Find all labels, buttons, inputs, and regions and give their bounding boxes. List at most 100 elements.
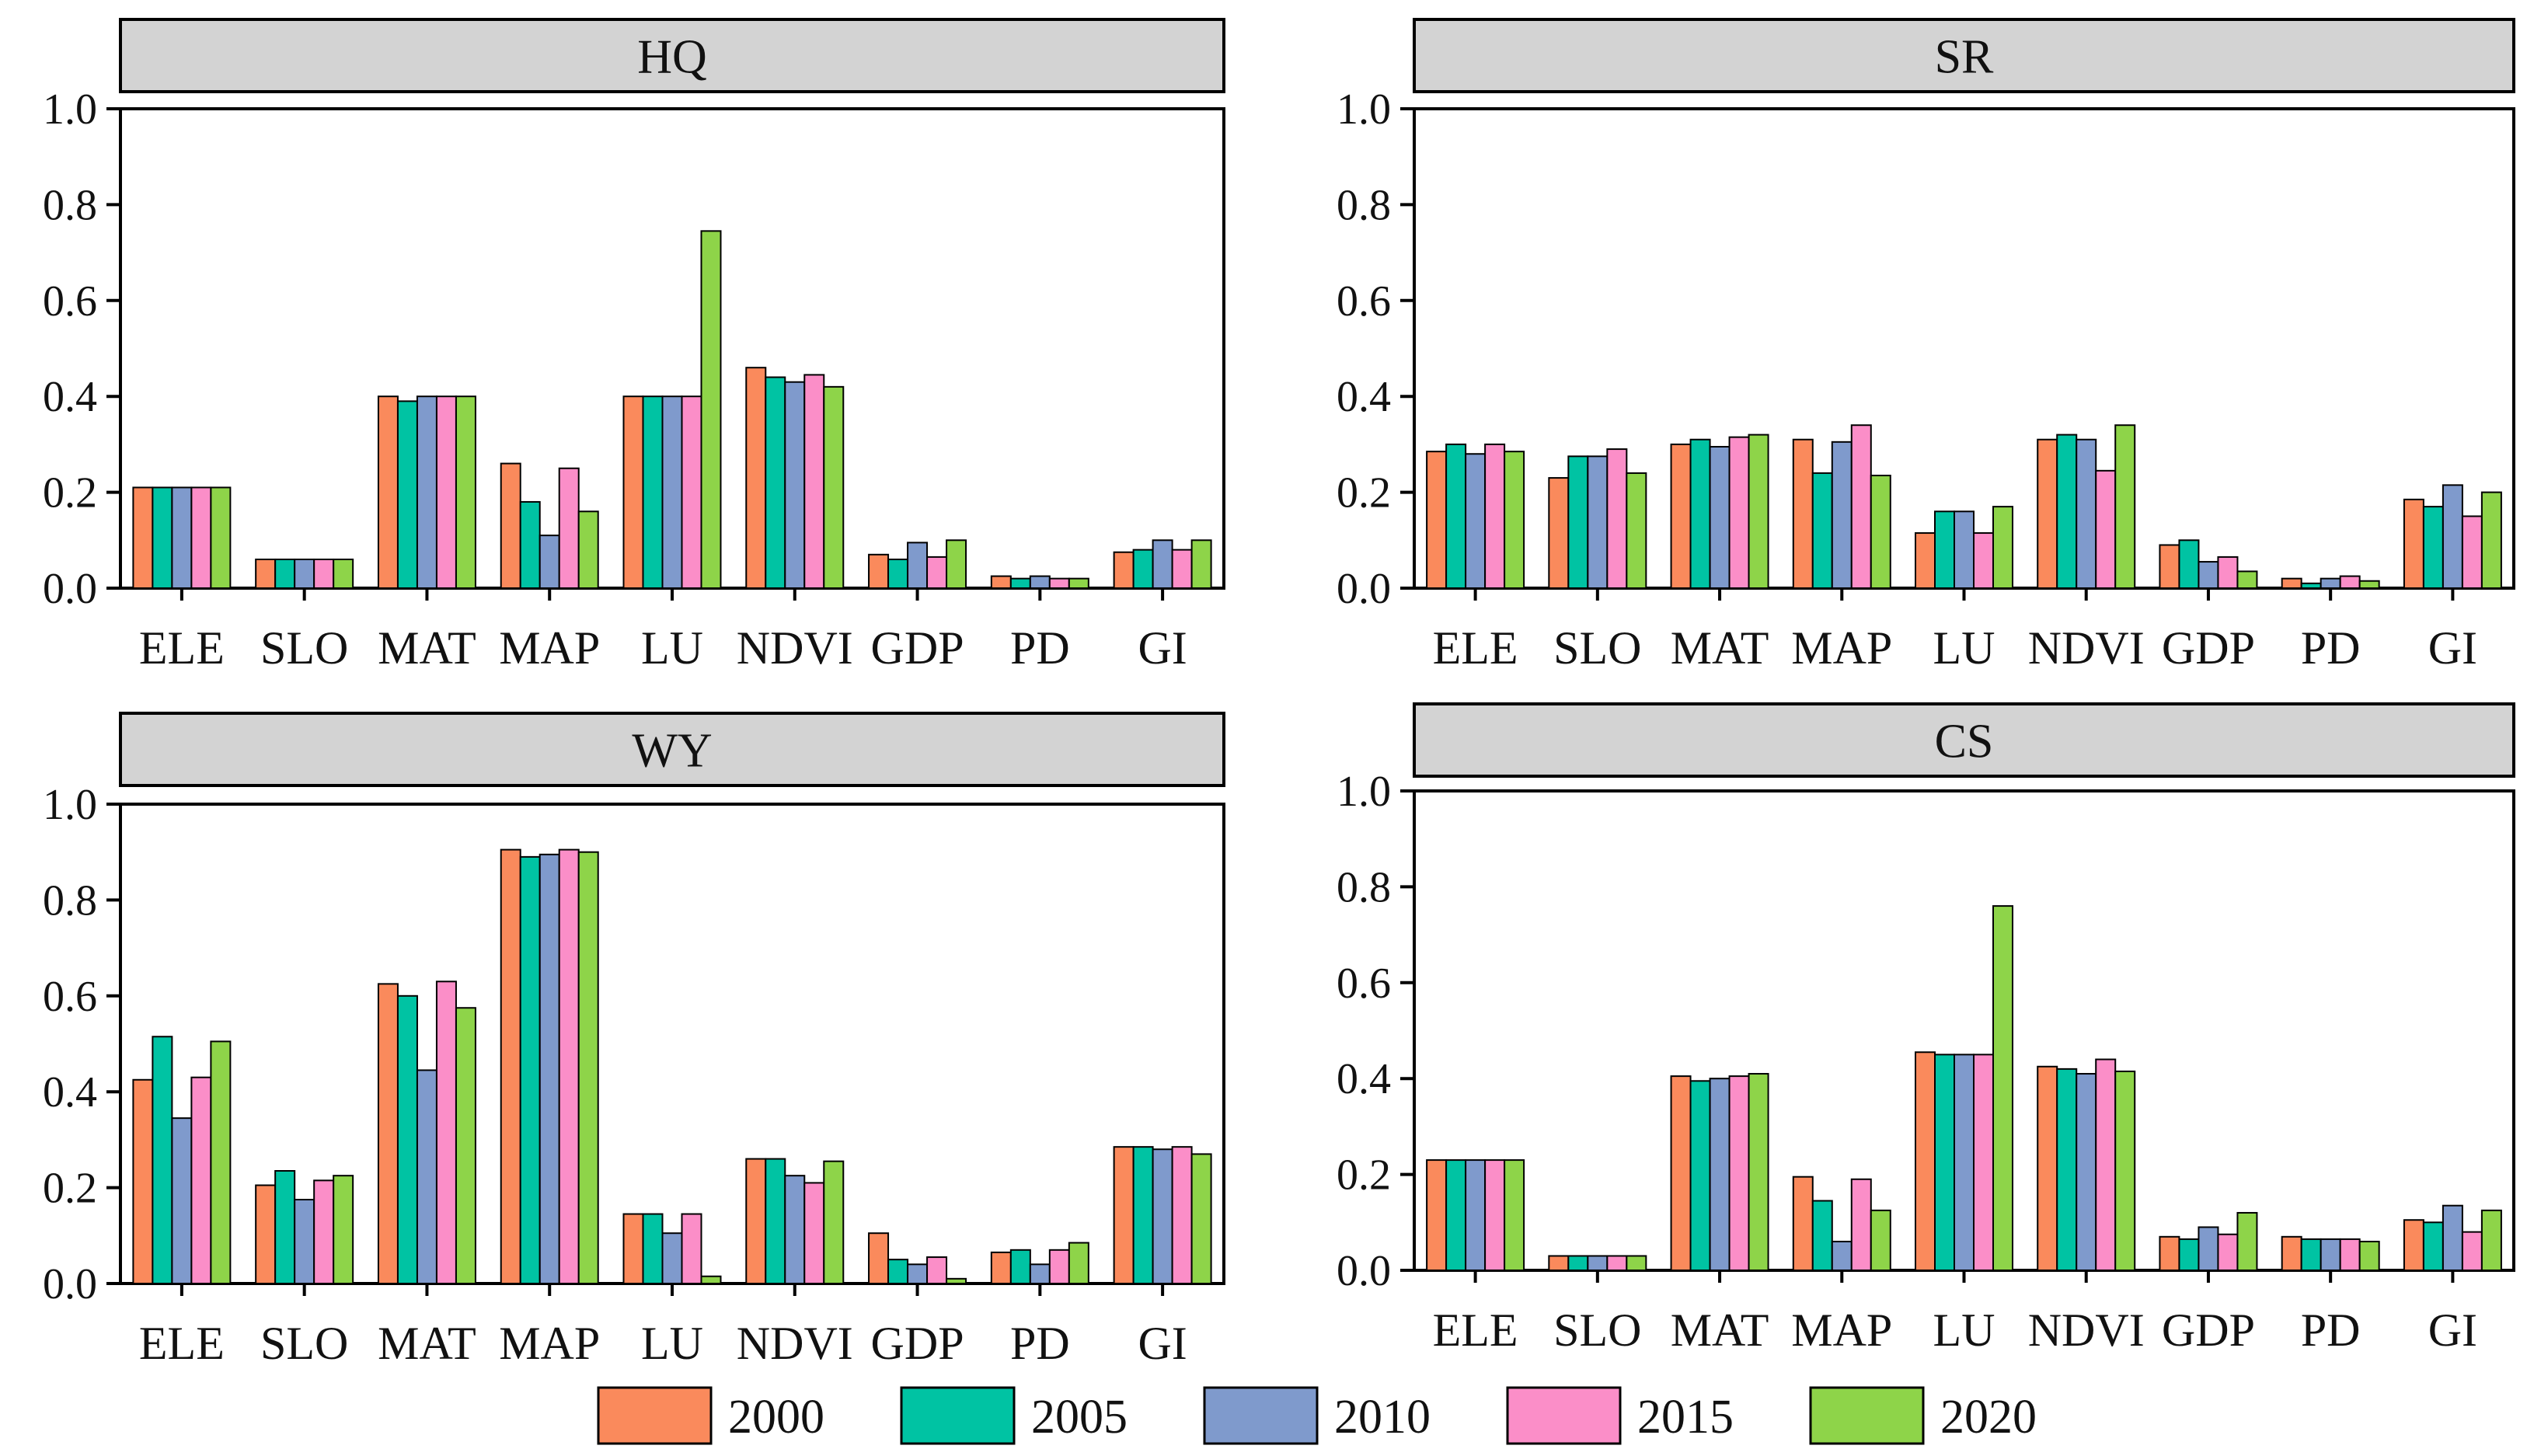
y-tick-label: 0.8 (43, 181, 97, 229)
legend-label: 2015 (1637, 1391, 1734, 1444)
chart-panel-sr: SR 0.0 0.2 0.4 0.6 0.8 1.0 ELE SLO MAT MAP LU NDVI GD… (1337, 18, 2515, 674)
bar-sr-ndvi-2015 (2095, 469, 2117, 590)
y-tick-label: 0.0 (1337, 1247, 1391, 1295)
x-tick-label: SLO (260, 622, 348, 674)
x-tick-label: ELE (139, 1318, 225, 1369)
y-tick-label: 0.6 (43, 277, 97, 326)
bar-hq-ndvi-2020 (823, 385, 845, 589)
bar-wy-mat-2005 (396, 994, 418, 1285)
legend-swatch (597, 1386, 713, 1445)
bar-hq-ele-2000 (132, 486, 154, 589)
legend-label: 2000 (728, 1391, 824, 1444)
bar-hq-lu-2000 (622, 395, 644, 590)
bar-cs-map-2020 (1870, 1209, 1891, 1271)
bar-hq-pd-2000 (990, 575, 1012, 590)
bar-sr-pd-2000 (2281, 577, 2302, 589)
bar-sr-ele-2005 (1445, 443, 1467, 590)
legend-item-2015: 2015 (1506, 1386, 1734, 1445)
bar-hq-mat-2020 (455, 395, 476, 590)
x-tick-label: SLO (1553, 622, 1641, 674)
bar-cs-ndvi-2015 (2095, 1058, 2117, 1272)
y-tick-label: 0.8 (1337, 863, 1391, 911)
bar-sr-ndvi-2020 (2114, 424, 2136, 589)
bar-sr-slo-2000 (1548, 477, 1570, 590)
bar-cs-lu-2015 (1973, 1054, 1994, 1271)
bar-wy-ele-2010 (171, 1117, 193, 1285)
legend-item-2005: 2005 (900, 1386, 1128, 1445)
bar-sr-ele-2020 (1504, 451, 1525, 590)
bar-cs-ndvi-2005 (2056, 1068, 2078, 1271)
y-tick-label: 1.0 (1337, 85, 1391, 134)
bar-hq-ndvi-2015 (803, 374, 825, 589)
bar-sr-mat-2000 (1670, 443, 1692, 590)
bar-hq-ele-2015 (190, 486, 212, 589)
panel-title: SR (1935, 31, 1994, 84)
bar-wy-map-2010 (539, 853, 560, 1285)
x-tick-label: PD (1010, 1318, 1070, 1369)
bar-wy-gdp-2000 (868, 1232, 890, 1284)
bar-cs-slo-2015 (1606, 1255, 1628, 1271)
bar-cs-map-2010 (1831, 1240, 1853, 1271)
bar-wy-pd-2015 (1048, 1249, 1070, 1285)
bar-hq-lu-2020 (700, 230, 722, 589)
x-tick-label: SLO (260, 1318, 348, 1369)
bar-wy-mat-2010 (416, 1069, 437, 1285)
bar-hq-map-2010 (539, 535, 560, 590)
bar-hq-map-2005 (519, 500, 541, 589)
x-tick-label: PD (2301, 1304, 2361, 1356)
bar-cs-pd-2000 (2281, 1235, 2302, 1272)
bar-wy-ele-2005 (152, 1036, 173, 1284)
x-tick-label: MAP (1791, 1304, 1892, 1356)
bar-wy-gi-2020 (1190, 1153, 1212, 1285)
panel-header-strip (1413, 702, 2515, 778)
bar-sr-gi-2020 (2480, 491, 2502, 589)
bar-sr-mat-2010 (1709, 445, 1731, 589)
bar-cs-ele-2000 (1426, 1159, 1448, 1271)
bar-hq-gi-2005 (1132, 549, 1154, 590)
bar-cs-mat-2000 (1670, 1075, 1692, 1271)
bar-wy-slo-2005 (274, 1170, 296, 1284)
bar-hq-mat-2010 (416, 395, 437, 590)
chart-panel-hq: HQ 0.0 0.2 0.4 0.6 0.8 1.0 ELE SLO MAT MAP LU NDVI GD… (43, 18, 1225, 674)
bar-hq-gi-2015 (1171, 549, 1193, 590)
y-tick-label: 0.0 (43, 565, 97, 613)
chart-panel-wy: WY 0.0 0.2 0.4 0.6 0.8 1.0 ELE SLO MAT MAP LU NDVI GD… (43, 712, 1225, 1369)
bar-wy-mat-2020 (455, 1007, 476, 1284)
bar-cs-ele-2005 (1445, 1159, 1467, 1271)
bar-wy-lu-2010 (661, 1232, 683, 1284)
bar-sr-gi-2005 (2422, 506, 2444, 589)
chart-panel-cs: CS 0.0 0.2 0.4 0.6 0.8 1.0 ELE SLO MAT MAP LU NDVI GD… (1337, 702, 2515, 1356)
legend-swatch (900, 1386, 1016, 1445)
bar-wy-lu-2020 (700, 1275, 722, 1284)
bar-wy-pd-2000 (990, 1251, 1012, 1285)
legend-swatch (1203, 1386, 1319, 1445)
panels: HQ 0.0 0.2 0.4 0.6 0.8 1.0 ELE SLO MAT MAP LU NDVI GD… (43, 18, 2515, 1369)
panel-title: HQ (637, 31, 707, 84)
bar-wy-gdp-2010 (907, 1263, 929, 1284)
bar-cs-gdp-2010 (2198, 1226, 2219, 1271)
bar-hq-slo-2020 (333, 558, 354, 589)
bar-sr-pd-2005 (2300, 582, 2322, 590)
bar-sr-gdp-2010 (2198, 561, 2219, 590)
bar-wy-gi-2005 (1132, 1146, 1154, 1285)
bar-cs-ndvi-2020 (2114, 1070, 2136, 1271)
bar-wy-gdp-2020 (946, 1277, 967, 1284)
bar-cs-slo-2010 (1587, 1255, 1609, 1271)
bar-hq-gdp-2010 (907, 542, 929, 590)
bar-cs-map-2015 (1850, 1178, 1872, 1272)
x-tick-label: SLO (1553, 1304, 1641, 1356)
bar-sr-map-2010 (1831, 441, 1853, 589)
y-tick-label: 0.6 (43, 973, 97, 1021)
bar-wy-ndvi-2020 (823, 1160, 845, 1285)
bar-hq-gdp-2005 (887, 558, 909, 589)
bar-cs-gi-2010 (2442, 1204, 2463, 1271)
y-tick-label: 0.0 (1337, 565, 1391, 613)
x-tick-label: NDVI (2028, 1304, 2145, 1356)
bar-sr-gdp-2015 (2217, 556, 2239, 590)
bar-cs-gdp-2000 (2159, 1235, 2180, 1272)
legend-swatch (1809, 1386, 1925, 1445)
panel-title: WY (632, 725, 712, 778)
bar-sr-ele-2000 (1426, 451, 1448, 590)
panel-header-strip (119, 712, 1225, 787)
bar-cs-map-2005 (1811, 1200, 1833, 1272)
